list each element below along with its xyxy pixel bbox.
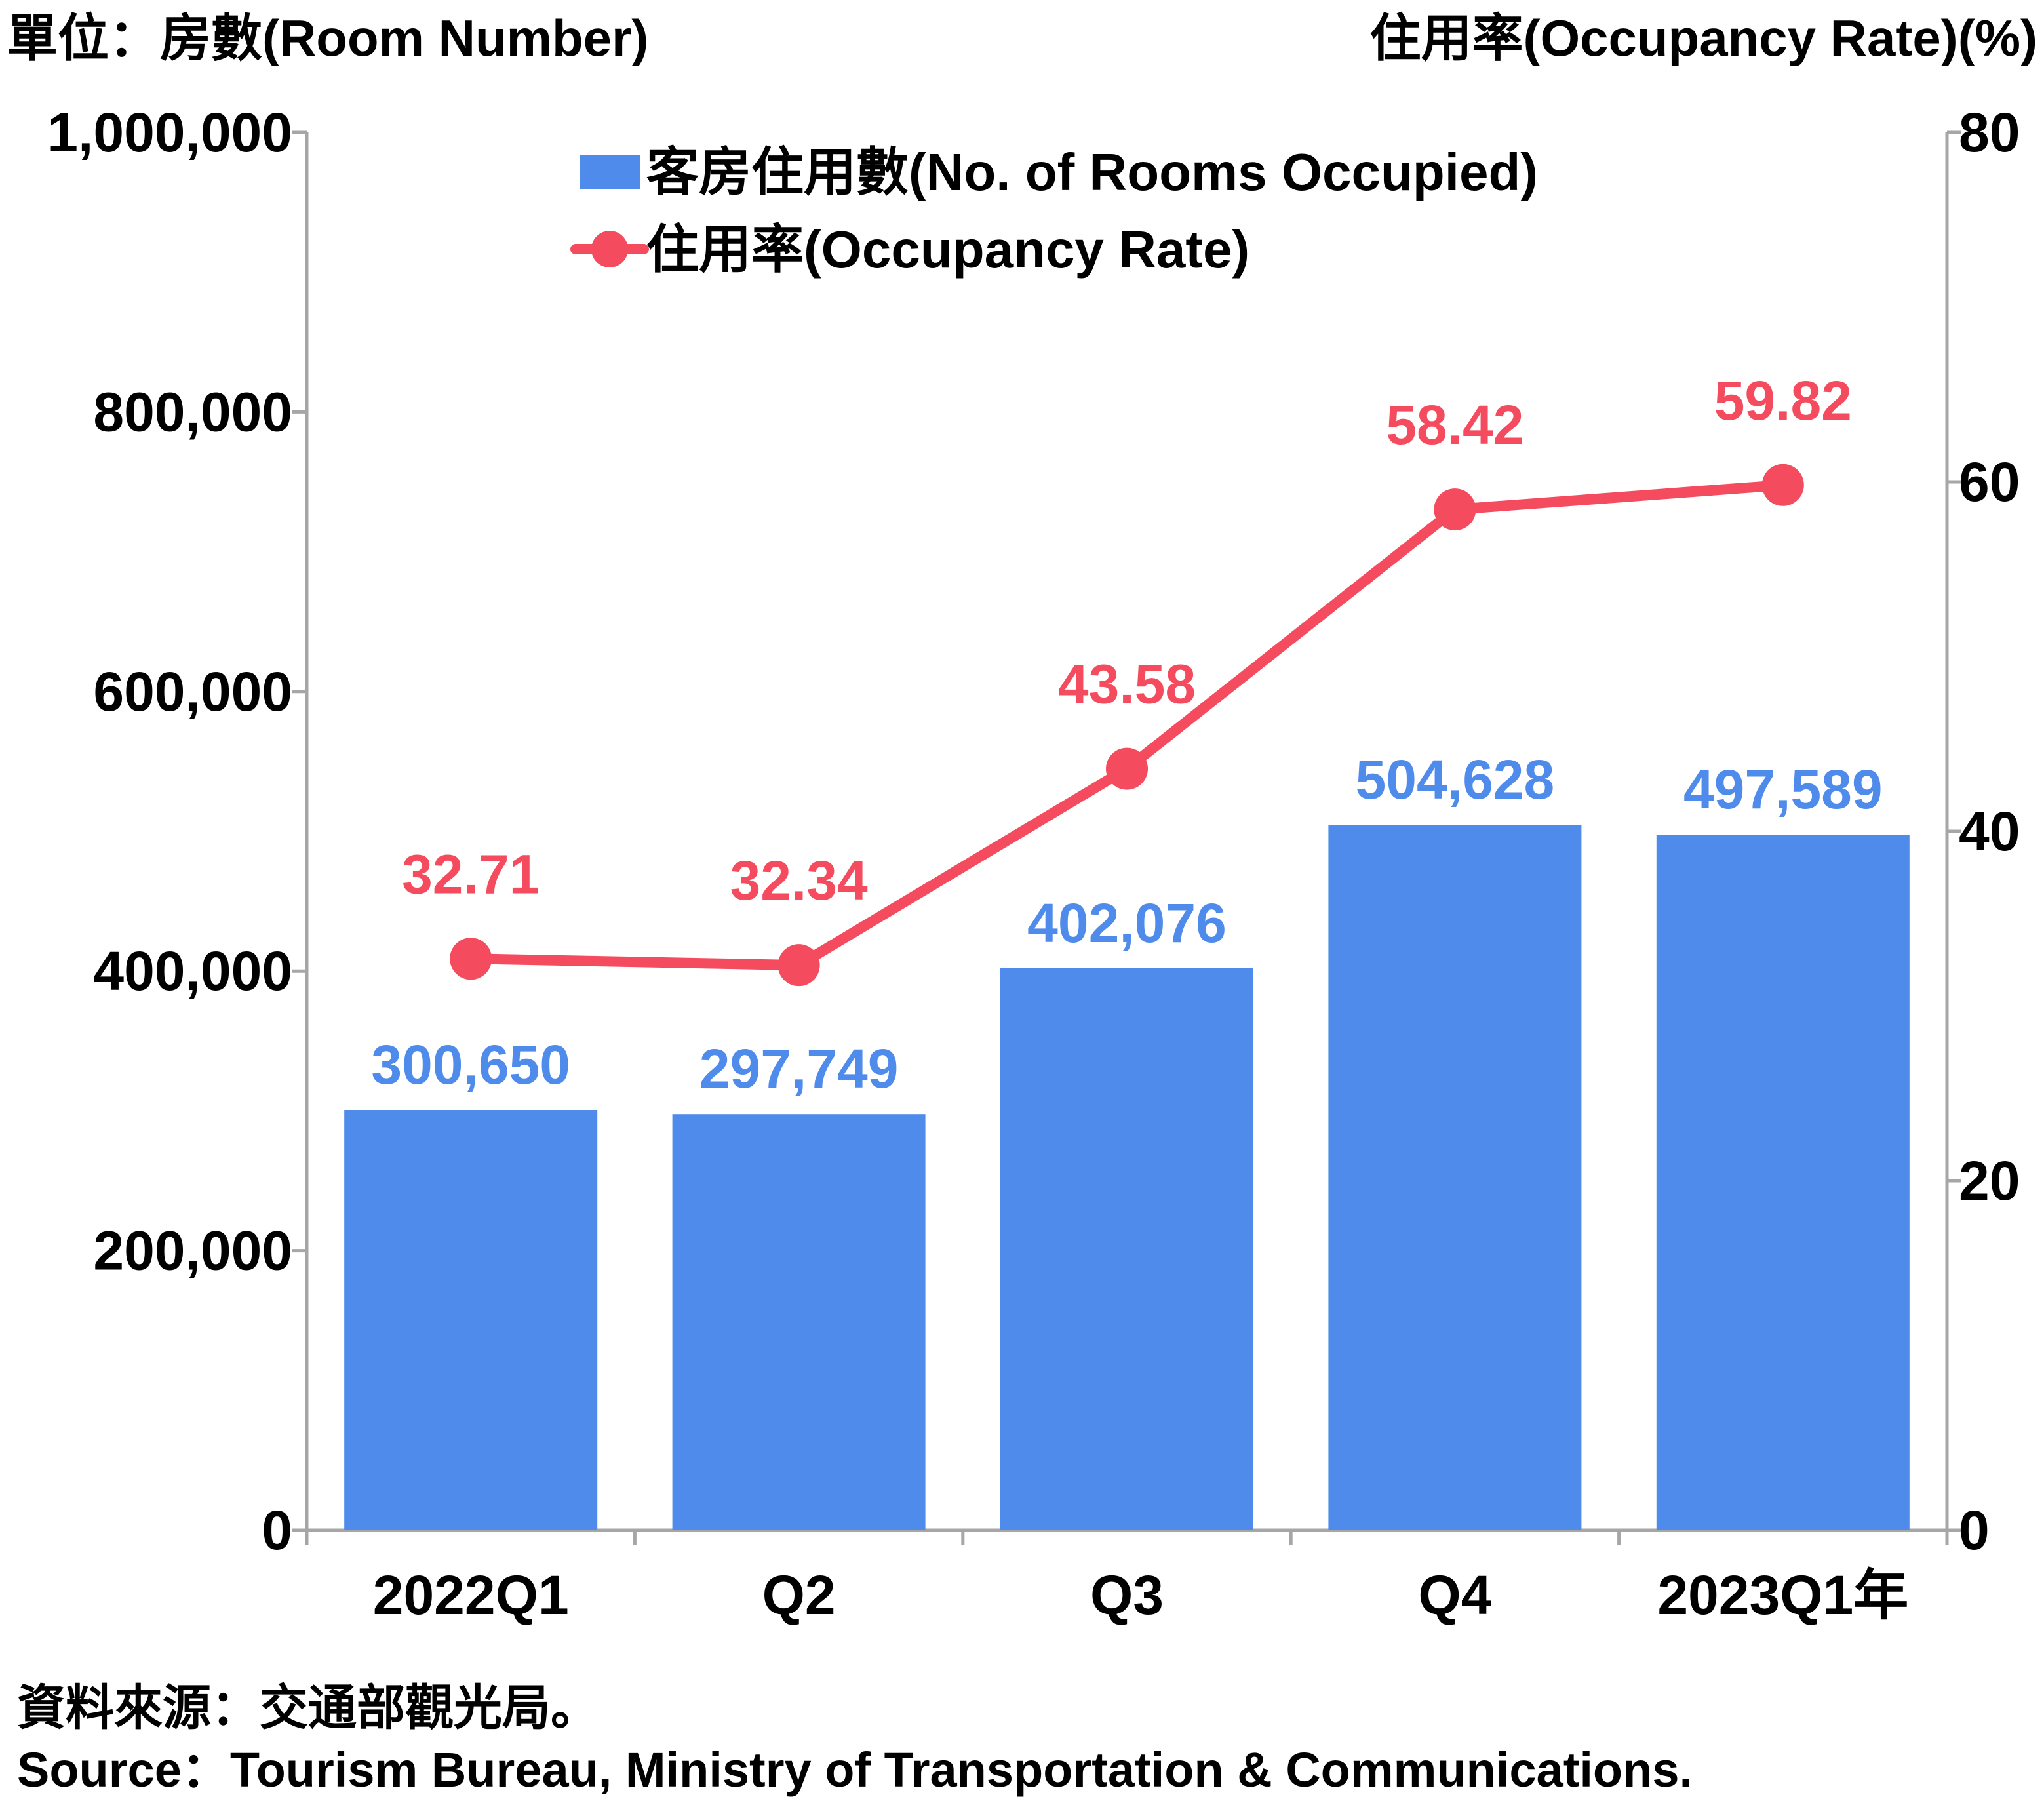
bar (1000, 968, 1253, 1530)
left-axis-tick-label: 400,000 (93, 940, 292, 1002)
bar-data-label: 504,628 (1356, 749, 1555, 810)
x-axis-tick-label: Q4 (1418, 1564, 1491, 1626)
x-axis-tick-label: Q3 (1090, 1564, 1164, 1626)
legend-swatch-bars (580, 155, 640, 189)
right-axis-tick-label: 20 (1959, 1150, 2020, 1212)
source-en: Source：Tourism Bureau, Ministry of Trans… (17, 1743, 1693, 1797)
bar (344, 1110, 598, 1530)
line-point (1106, 747, 1148, 790)
source-zh: 資料來源：交通部觀光局。 (17, 1680, 599, 1735)
bar (672, 1114, 926, 1530)
line-data-label: 59.82 (1714, 370, 1852, 431)
line-data-label: 32.71 (402, 843, 540, 905)
line-point (1761, 464, 1804, 506)
left-axis-tick-label: 0 (262, 1499, 292, 1561)
line-data-label: 32.34 (730, 850, 867, 911)
right-axis-tick-label: 40 (1959, 801, 2020, 862)
legend: 客房住用數(No. of Rooms Occupied) 住用率(Occupanc… (570, 143, 1538, 279)
line-point (1434, 488, 1476, 531)
right-axis: 0 20 40 60 80 (1945, 102, 2020, 1561)
line-series: 32.71 32.34 43.58 58.42 59.82 (402, 370, 1852, 987)
right-axis-tick-label: 80 (1959, 102, 2020, 163)
x-axis-tick-label: 2022Q1 (373, 1564, 569, 1626)
line-data-label: 58.42 (1386, 394, 1523, 456)
x-axis-tick-label: Q2 (762, 1564, 836, 1626)
left-axis-tick-label: 600,000 (93, 661, 292, 722)
right-unit-label: 住用率(Occupancy Rate)(%) (1370, 9, 2038, 67)
left-unit-label: 單位：房數(Room Number) (7, 9, 648, 67)
x-axis-tick-label: 2023Q1年 (1657, 1564, 1908, 1626)
bar (1328, 825, 1582, 1530)
line-point (777, 944, 820, 987)
line-data-label: 43.58 (1058, 654, 1196, 715)
right-axis-tick-label: 0 (1959, 1499, 1990, 1561)
left-axis-tick-label: 1,000,000 (47, 102, 292, 163)
bar (1656, 835, 1910, 1530)
bar-data-label: 497,589 (1683, 759, 1883, 820)
bar-data-label: 297,749 (699, 1038, 899, 1099)
left-axis-tick-label: 200,000 (93, 1220, 292, 1282)
left-axis-tick-label: 800,000 (93, 381, 292, 443)
bar-data-label: 300,650 (371, 1034, 570, 1096)
left-axis: 0 200,000 400,000 600,000 800,000 1,000,000 (47, 102, 309, 1561)
line-point (450, 938, 492, 980)
right-axis-tick-label: 60 (1959, 451, 2020, 513)
legend-swatch-marker (591, 231, 628, 267)
x-axis: 2022Q1 Q2 Q3 Q4 2023Q1年 (305, 1528, 1949, 1626)
legend-label-bars: 客房住用數(No. of Rooms Occupied) (646, 143, 1538, 201)
legend-label-line: 住用率(Occupancy Rate) (646, 220, 1249, 279)
bar-data-label: 402,076 (1027, 892, 1227, 954)
bar-series: 300,650 297,749 402,076 504,628 497,589 (344, 749, 1910, 1530)
